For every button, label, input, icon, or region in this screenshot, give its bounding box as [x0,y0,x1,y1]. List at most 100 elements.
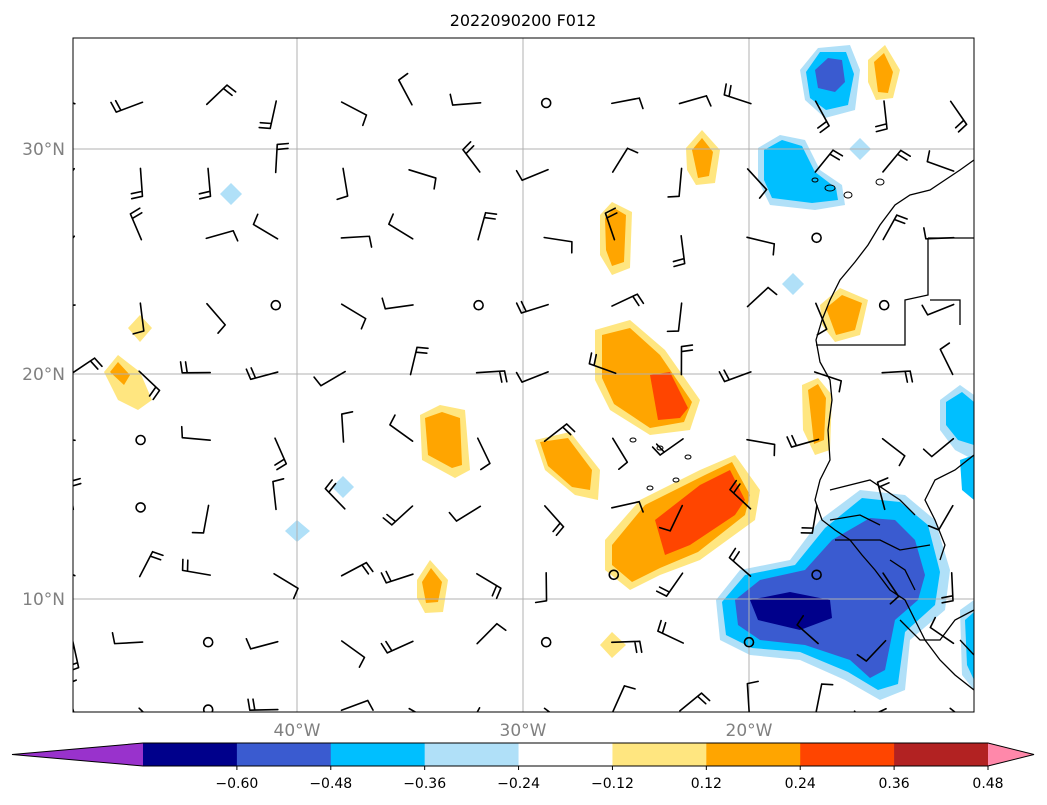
wind-barb [73,102,76,105]
calm-wind-marker [135,434,146,446]
wind-barb [929,616,955,645]
wind-barb [657,619,685,644]
wind-barb [679,692,711,712]
colorbar-extend-low [12,743,143,766]
wind-barb [813,371,843,393]
colorbar-bin [612,743,707,766]
wind-barb [666,302,683,333]
wind-barb [181,558,211,576]
wind-barb [476,572,502,600]
colorbar-bin [518,743,613,766]
wind-barb [543,423,576,443]
wind-barb [462,141,481,173]
wind-barb [132,302,145,335]
wind-barb [138,707,145,712]
wind-barb [180,425,211,441]
colorbar-tick-label: −0.24 [497,776,540,792]
wind-barb [814,100,830,134]
wind-barb [129,207,143,241]
wind-barb [856,639,887,662]
wind-barb [543,236,573,254]
map-frame [72,37,975,713]
wind-barb [389,414,414,442]
wind-barb [340,235,373,248]
wind-barb [73,167,75,172]
calm-wind-marker [135,502,146,513]
wind-barb [515,300,549,314]
wind-barb [796,614,819,645]
wind-barb [611,437,629,471]
wind-barb [746,168,768,199]
wind-barb [73,477,82,511]
wind-barb [543,707,551,712]
colorbar: −0.60 −0.48 −0.36 −0.24 −0.12 0.12 0.24 0.36 0.4… [11,742,1035,792]
calm-wind-marker [878,299,890,311]
wind-barb [449,93,482,106]
wind-barb [667,167,683,198]
wind-barb [252,213,279,240]
wind-barb [380,640,414,654]
wind-barb [612,685,636,712]
colorbar-bin [143,743,238,766]
wind-barb [926,150,955,172]
wind-barb [110,99,144,113]
wind-barb [746,680,759,712]
wind-barb [814,149,844,173]
wind-barb [73,357,103,374]
wind-barb [746,438,776,457]
wind-barb [476,437,491,471]
wind-barb [611,293,645,307]
colorbar-bin [236,743,332,766]
wind-barb [324,479,346,510]
colorbar-tick-label: −0.48 [309,776,352,792]
map-area [73,38,974,712]
wind-barb [73,235,76,240]
wind-barb [941,572,954,604]
wind-barb [949,100,968,133]
colorbar-tick-label: −0.60 [215,776,258,792]
wind-barb [397,72,413,106]
calm-wind-marker [540,97,552,109]
colorbar-tick-label: −0.36 [403,776,446,792]
wind-barb [588,352,617,375]
calm-wind-marker [270,299,282,311]
wind-barb [718,369,752,383]
wind-barb [853,707,887,712]
wind-barb [882,214,908,241]
colorbar-tick-label: 0.48 [972,776,1003,792]
wind-barb [746,286,778,308]
wind-barb [882,572,900,605]
colorbar-bin [706,743,801,766]
wind-barb [245,367,279,381]
wind-barb [179,361,211,374]
wind-barb [927,504,954,531]
wind-barb [939,342,954,376]
wind-barb [680,344,694,376]
positive-anomaly-fills [104,45,900,658]
colorbar-tick-label: −0.12 [591,776,634,792]
colorbar-bin [800,743,895,766]
wind-barb [340,640,366,668]
wind-barb [786,434,820,448]
wind-barb [205,229,239,242]
wind-barb [388,213,414,240]
gridlines [73,38,974,712]
colorbar-bin [330,743,426,766]
wind-barb [729,479,752,510]
wind-barb [340,411,354,443]
wind-barb [138,550,164,578]
wind-barb [611,147,639,173]
wind-barb [382,505,414,526]
wind-barb [73,439,76,442]
wind-barb [205,84,237,106]
wind-barb [923,227,955,240]
colorbar-outline [11,742,1035,767]
lat-label-10n: 10°N [22,590,65,610]
wind-barb [340,561,374,577]
wind-barb [875,100,888,133]
wind-barb [611,640,643,654]
colorbar-bin [424,743,520,766]
colorbar-tick-label: 0.12 [691,776,722,792]
wind-barb [678,95,712,107]
wind-barb [882,149,911,173]
